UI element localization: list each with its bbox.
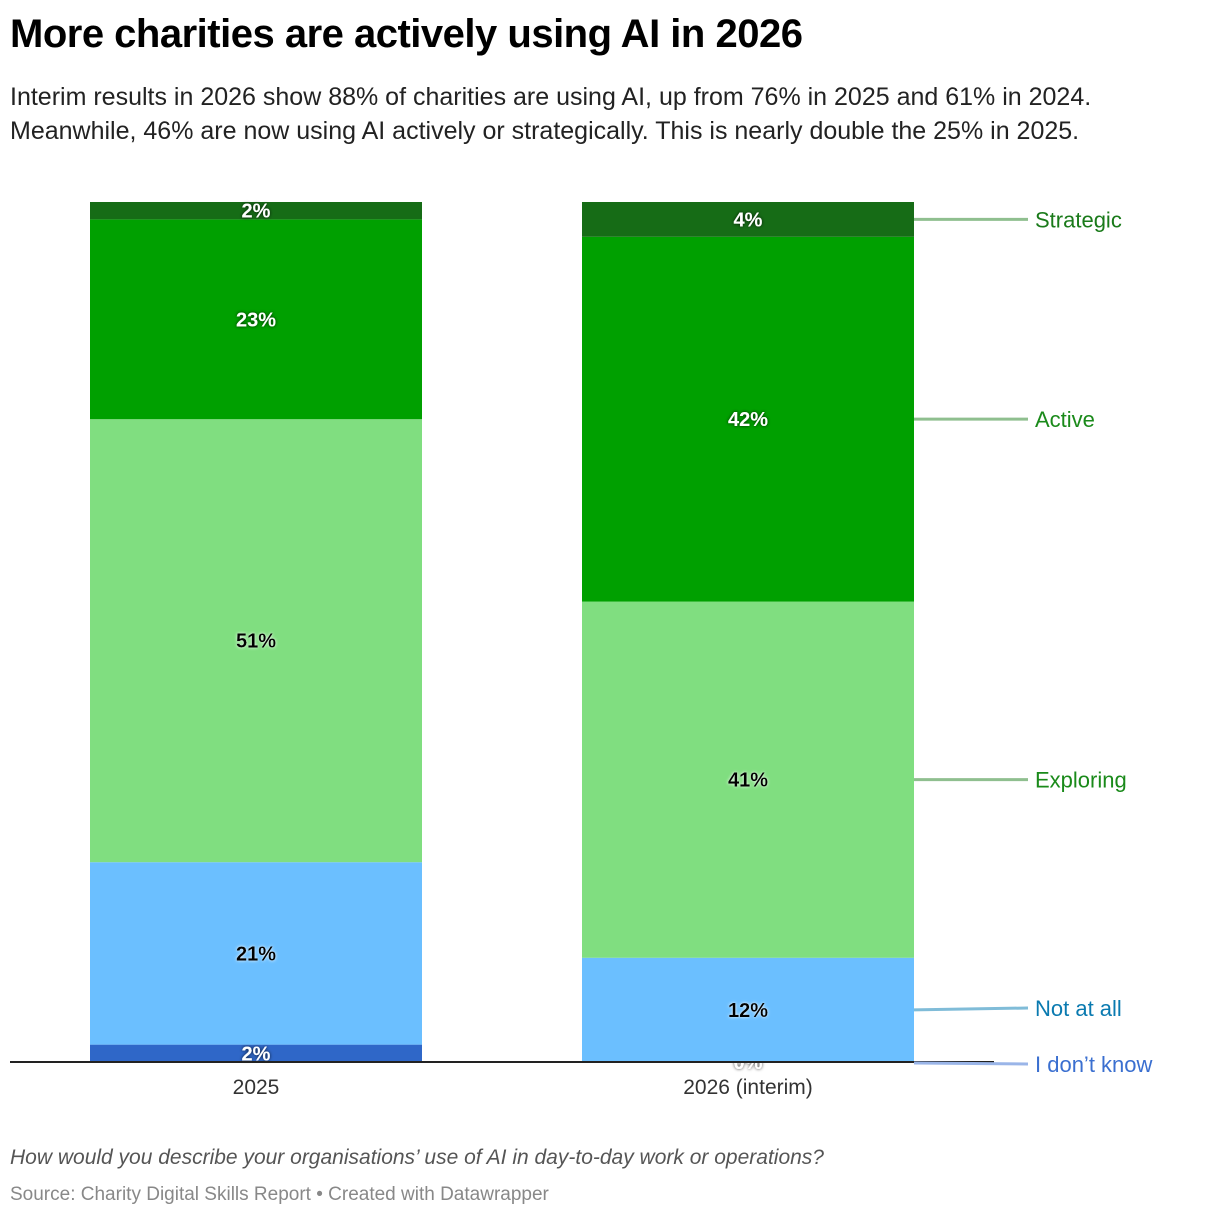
chart-note: How would you describe your organisation… [10,1146,824,1169]
bar-segment-not-at-all [90,862,422,1045]
legend-connector-line [913,1006,1029,1012]
data-label: 2% [242,201,271,223]
series-label: Not at all [1035,996,1122,1021]
legend-connector-line [913,1061,1029,1066]
chart-source: Source: Charity Digital Skills Report • … [10,1184,549,1205]
chart-subtitle: Interim results in 2026 show 88% of char… [10,80,1220,148]
data-label: 21% [236,943,276,965]
bar-segment-exploring [582,601,914,958]
series-label: Strategic [1035,207,1122,232]
data-label: 42% [728,409,768,431]
bar-segment-strategic [90,202,422,220]
series-label: Exploring [1035,768,1127,793]
data-label: 4% [734,209,763,231]
bar-segment-i-don-t-know [90,1044,422,1062]
chart-title: More charities are actively using AI in … [10,12,803,56]
series-label: Active [1035,407,1095,432]
data-label: 41% [728,770,768,792]
subtitle-line: Meanwhile, 46% are now using AI actively… [10,117,1080,145]
data-label: 2% [242,1043,271,1065]
data-label: 12% [728,1000,768,1022]
bar-segment-active [582,236,914,602]
bar-segment-active [90,219,422,420]
data-label: 51% [236,631,276,653]
x-tick-label: 2026 (interim) [683,1076,813,1099]
series-label: I don’t know [1035,1052,1153,1077]
x-tick-label: 2025 [233,1076,280,1099]
bar-segment-exploring [90,419,422,863]
bar-segment-strategic [582,202,914,237]
bar-segment-not-at-all [582,957,914,1062]
data-label: 23% [236,309,276,331]
subtitle-line: Interim results in 2026 show 88% of char… [10,83,1092,111]
